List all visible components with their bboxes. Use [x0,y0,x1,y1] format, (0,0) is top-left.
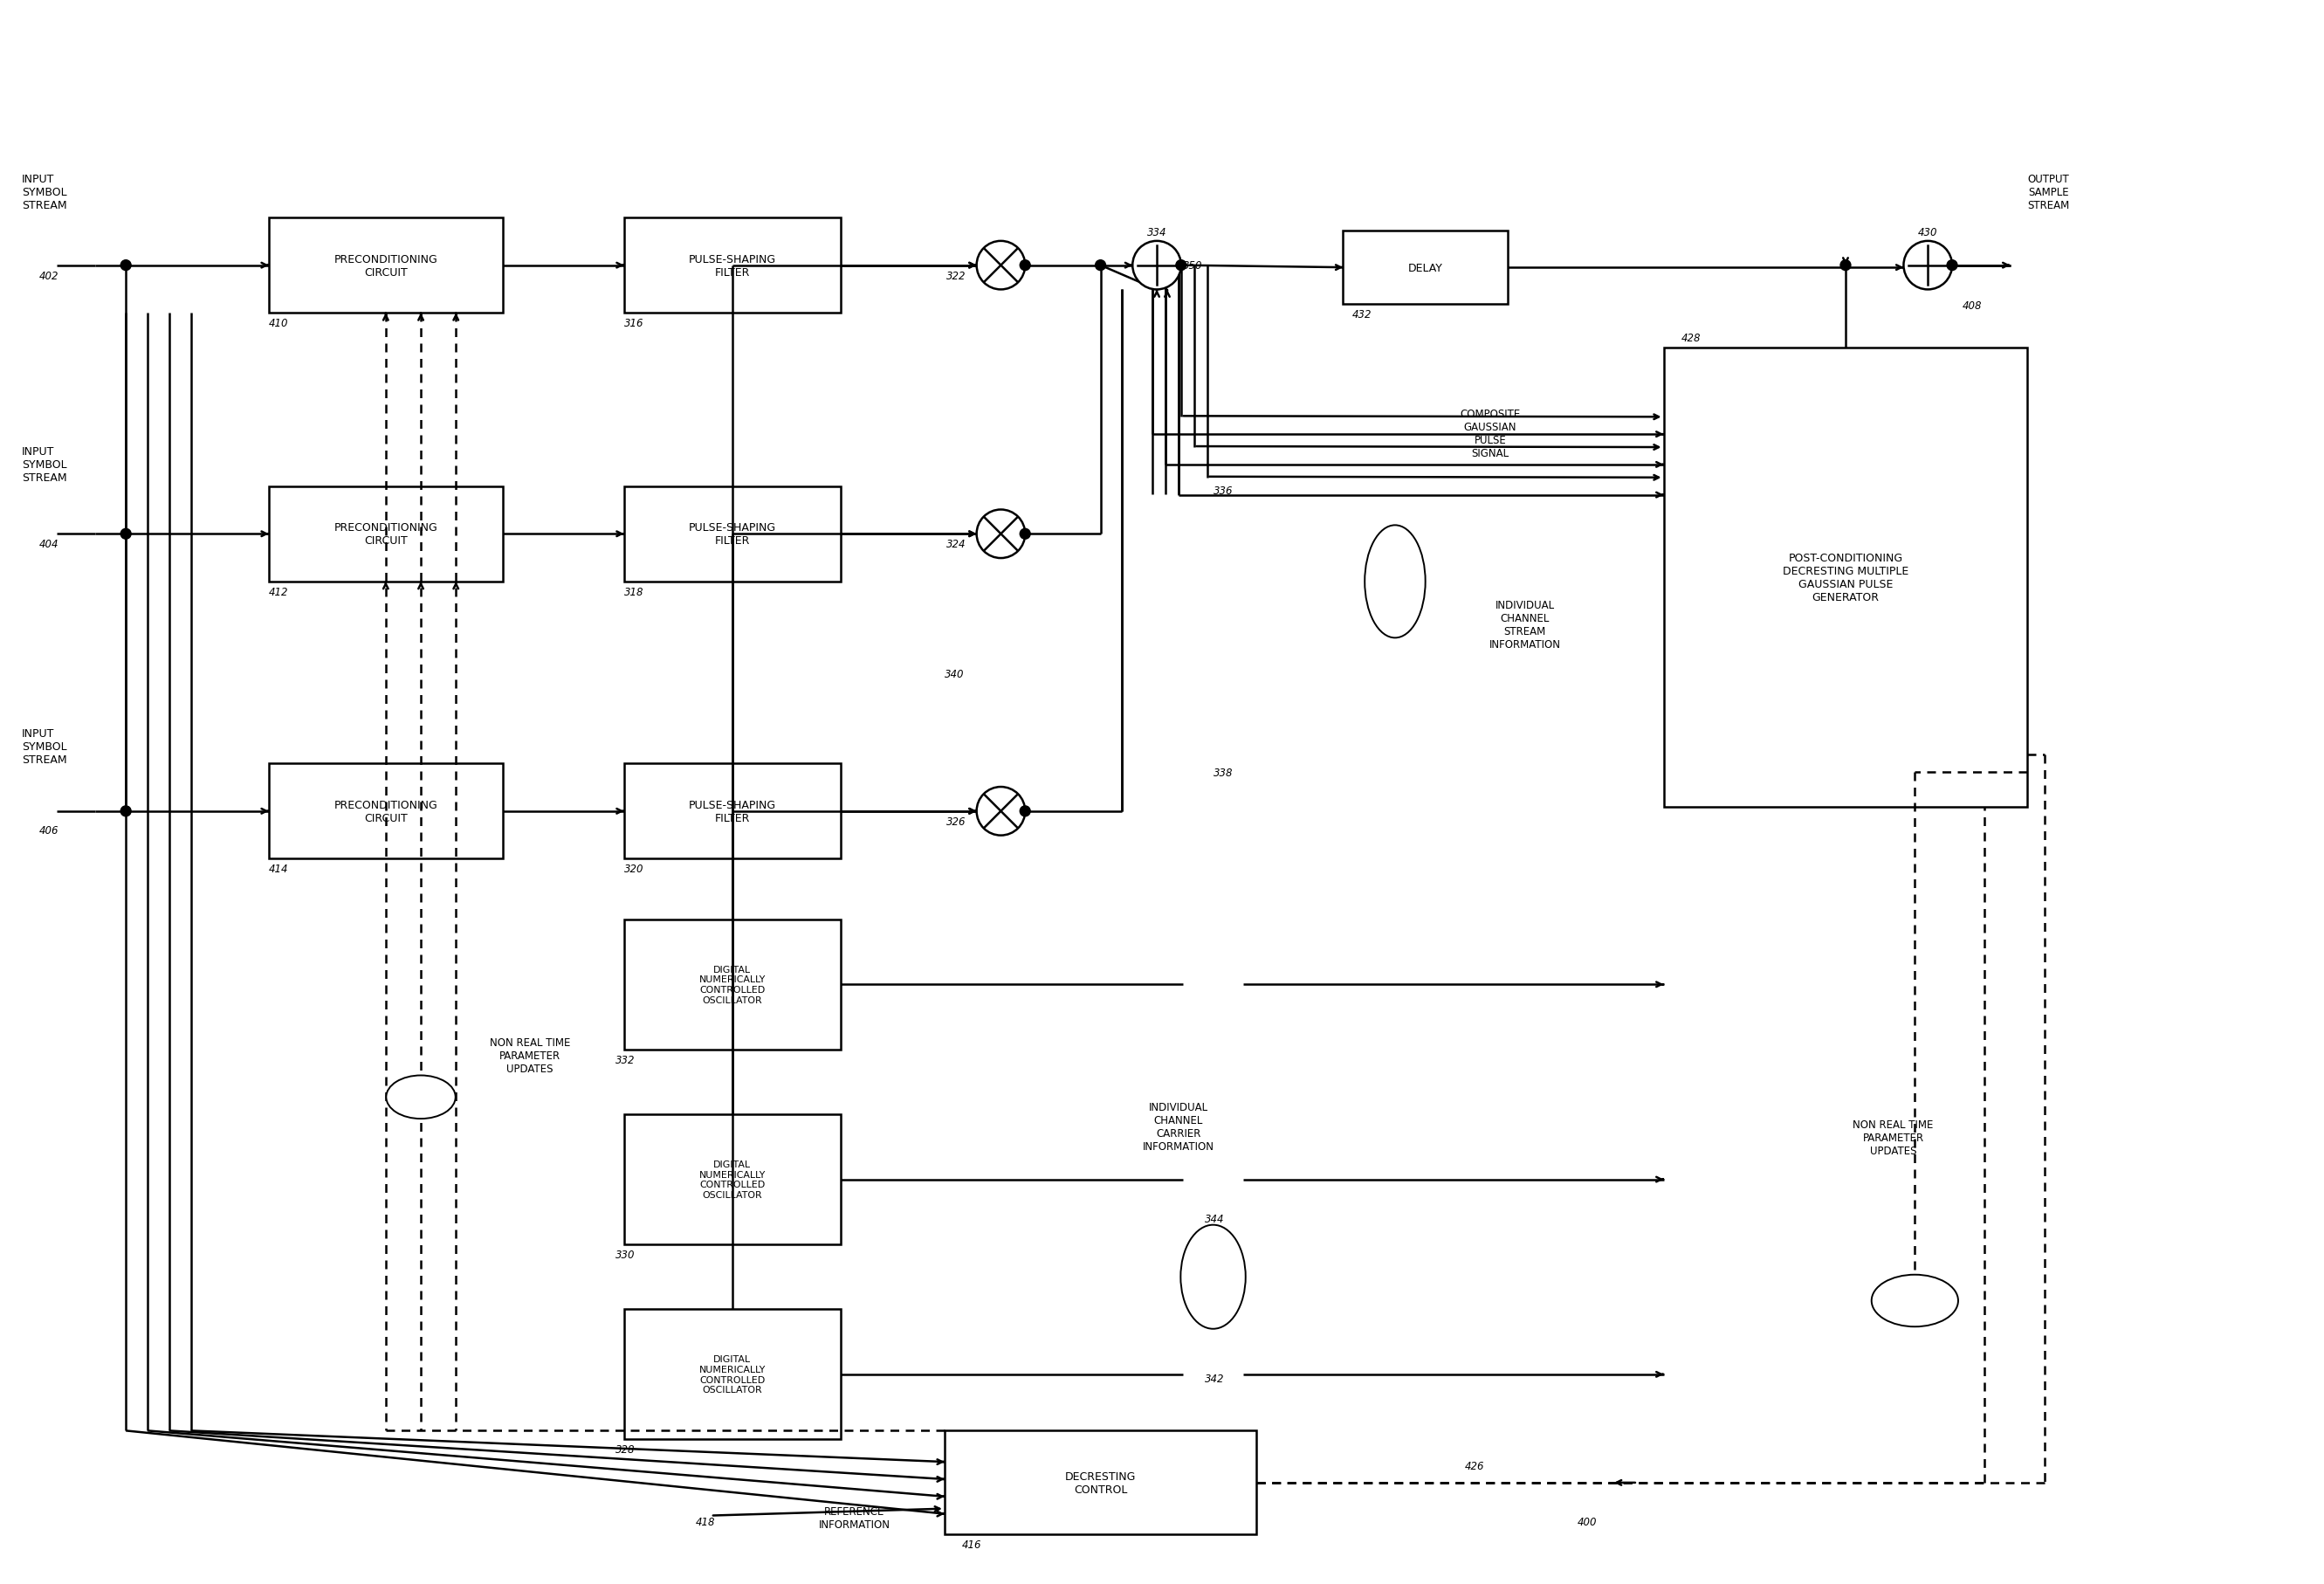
Text: 344: 344 [1204,1213,1225,1224]
Text: OUTPUT
SAMPLE
STREAM: OUTPUT SAMPLE STREAM [2027,174,2071,211]
Text: NON REAL TIME
PARAMETER
UPDATES: NON REAL TIME PARAMETER UPDATES [490,1036,569,1074]
Text: 432: 432 [1353,309,1371,320]
Text: 322: 322 [946,271,967,282]
Text: 430: 430 [1917,227,1938,238]
Text: INPUT
SYMBOL
STREAM: INPUT SYMBOL STREAM [21,727,67,765]
Circle shape [1020,529,1030,540]
Text: 328: 328 [616,1443,634,1456]
Text: PULSE-SHAPING
FILTER: PULSE-SHAPING FILTER [688,253,776,279]
Text: INDIVIDUAL
CHANNEL
CARRIER
INFORMATION: INDIVIDUAL CHANNEL CARRIER INFORMATION [1143,1101,1213,1152]
Text: 408: 408 [1961,301,1982,312]
Text: PULSE-SHAPING
FILTER: PULSE-SHAPING FILTER [688,523,776,546]
FancyBboxPatch shape [1343,231,1508,304]
Text: INDIVIDUAL
CHANNEL
STREAM
INFORMATION: INDIVIDUAL CHANNEL STREAM INFORMATION [1490,599,1562,649]
Text: 412: 412 [270,586,288,597]
Circle shape [1948,261,1957,271]
FancyBboxPatch shape [625,1115,841,1245]
Text: 320: 320 [625,863,644,874]
Text: DELAY: DELAY [1408,263,1443,274]
Text: POST-CONDITIONING
DECRESTING MULTIPLE
GAUSSIAN PULSE
GENERATOR: POST-CONDITIONING DECRESTING MULTIPLE GA… [1783,553,1908,604]
Text: PULSE-SHAPING
FILTER: PULSE-SHAPING FILTER [688,800,776,824]
Circle shape [121,529,130,540]
Text: 326: 326 [946,816,967,827]
Circle shape [976,242,1025,290]
FancyBboxPatch shape [625,1310,841,1440]
Circle shape [976,787,1025,836]
Text: 428: 428 [1680,333,1701,344]
Text: 410: 410 [270,318,288,329]
FancyBboxPatch shape [944,1430,1257,1535]
Text: 350: 350 [1183,260,1202,271]
FancyBboxPatch shape [625,920,841,1050]
Circle shape [121,806,130,817]
Text: 416: 416 [962,1540,981,1551]
FancyBboxPatch shape [270,486,502,581]
FancyBboxPatch shape [625,763,841,859]
FancyBboxPatch shape [625,486,841,581]
Circle shape [1020,261,1030,271]
Circle shape [121,261,130,271]
Text: COMPOSITE
GAUSSIAN
PULSE
SIGNAL: COMPOSITE GAUSSIAN PULSE SIGNAL [1459,409,1520,459]
Text: DIGITAL
NUMERICALLY
CONTROLLED
OSCILLATOR: DIGITAL NUMERICALLY CONTROLLED OSCILLATO… [700,965,765,1004]
Text: 332: 332 [616,1053,634,1066]
Text: 418: 418 [695,1516,716,1527]
Text: PRECONDITIONING
CIRCUIT: PRECONDITIONING CIRCUIT [335,523,437,546]
Circle shape [1095,261,1106,271]
FancyBboxPatch shape [1664,348,2027,808]
Circle shape [1176,261,1185,271]
Text: REFERENCE
INFORMATION: REFERENCE INFORMATION [818,1506,890,1530]
Text: 414: 414 [270,863,288,874]
Text: 336: 336 [1213,485,1232,497]
Circle shape [1132,242,1181,290]
Text: 318: 318 [625,586,644,597]
FancyBboxPatch shape [625,219,841,314]
Text: 342: 342 [1204,1373,1225,1384]
Ellipse shape [386,1076,456,1118]
Text: 334: 334 [1148,227,1167,238]
Text: 406: 406 [40,825,58,836]
Text: DECRESTING
CONTROL: DECRESTING CONTROL [1064,1470,1136,1495]
Text: 404: 404 [40,539,58,550]
Text: PRECONDITIONING
CIRCUIT: PRECONDITIONING CIRCUIT [335,800,437,824]
Ellipse shape [1364,526,1425,638]
Text: DIGITAL
NUMERICALLY
CONTROLLED
OSCILLATOR: DIGITAL NUMERICALLY CONTROLLED OSCILLATO… [700,1159,765,1199]
Text: INPUT
SYMBOL
STREAM: INPUT SYMBOL STREAM [21,447,67,483]
Circle shape [1841,261,1850,271]
Text: INPUT
SYMBOL
STREAM: INPUT SYMBOL STREAM [21,174,67,211]
Text: 426: 426 [1464,1460,1485,1472]
Circle shape [1020,806,1030,817]
Circle shape [1903,242,1952,290]
Text: 330: 330 [616,1248,634,1261]
Text: 324: 324 [946,539,967,550]
Text: 340: 340 [944,668,964,680]
Ellipse shape [1871,1275,1959,1327]
FancyBboxPatch shape [270,763,502,859]
Text: 400: 400 [1578,1516,1597,1527]
Text: 338: 338 [1213,767,1232,778]
Text: DIGITAL
NUMERICALLY
CONTROLLED
OSCILLATOR: DIGITAL NUMERICALLY CONTROLLED OSCILLATO… [700,1354,765,1394]
Text: 402: 402 [40,271,58,282]
FancyBboxPatch shape [270,219,502,314]
Text: PRECONDITIONING
CIRCUIT: PRECONDITIONING CIRCUIT [335,253,437,279]
Text: 316: 316 [625,318,644,329]
Circle shape [976,510,1025,559]
Ellipse shape [1181,1224,1246,1329]
Text: NON REAL TIME
PARAMETER
UPDATES: NON REAL TIME PARAMETER UPDATES [1852,1118,1934,1156]
